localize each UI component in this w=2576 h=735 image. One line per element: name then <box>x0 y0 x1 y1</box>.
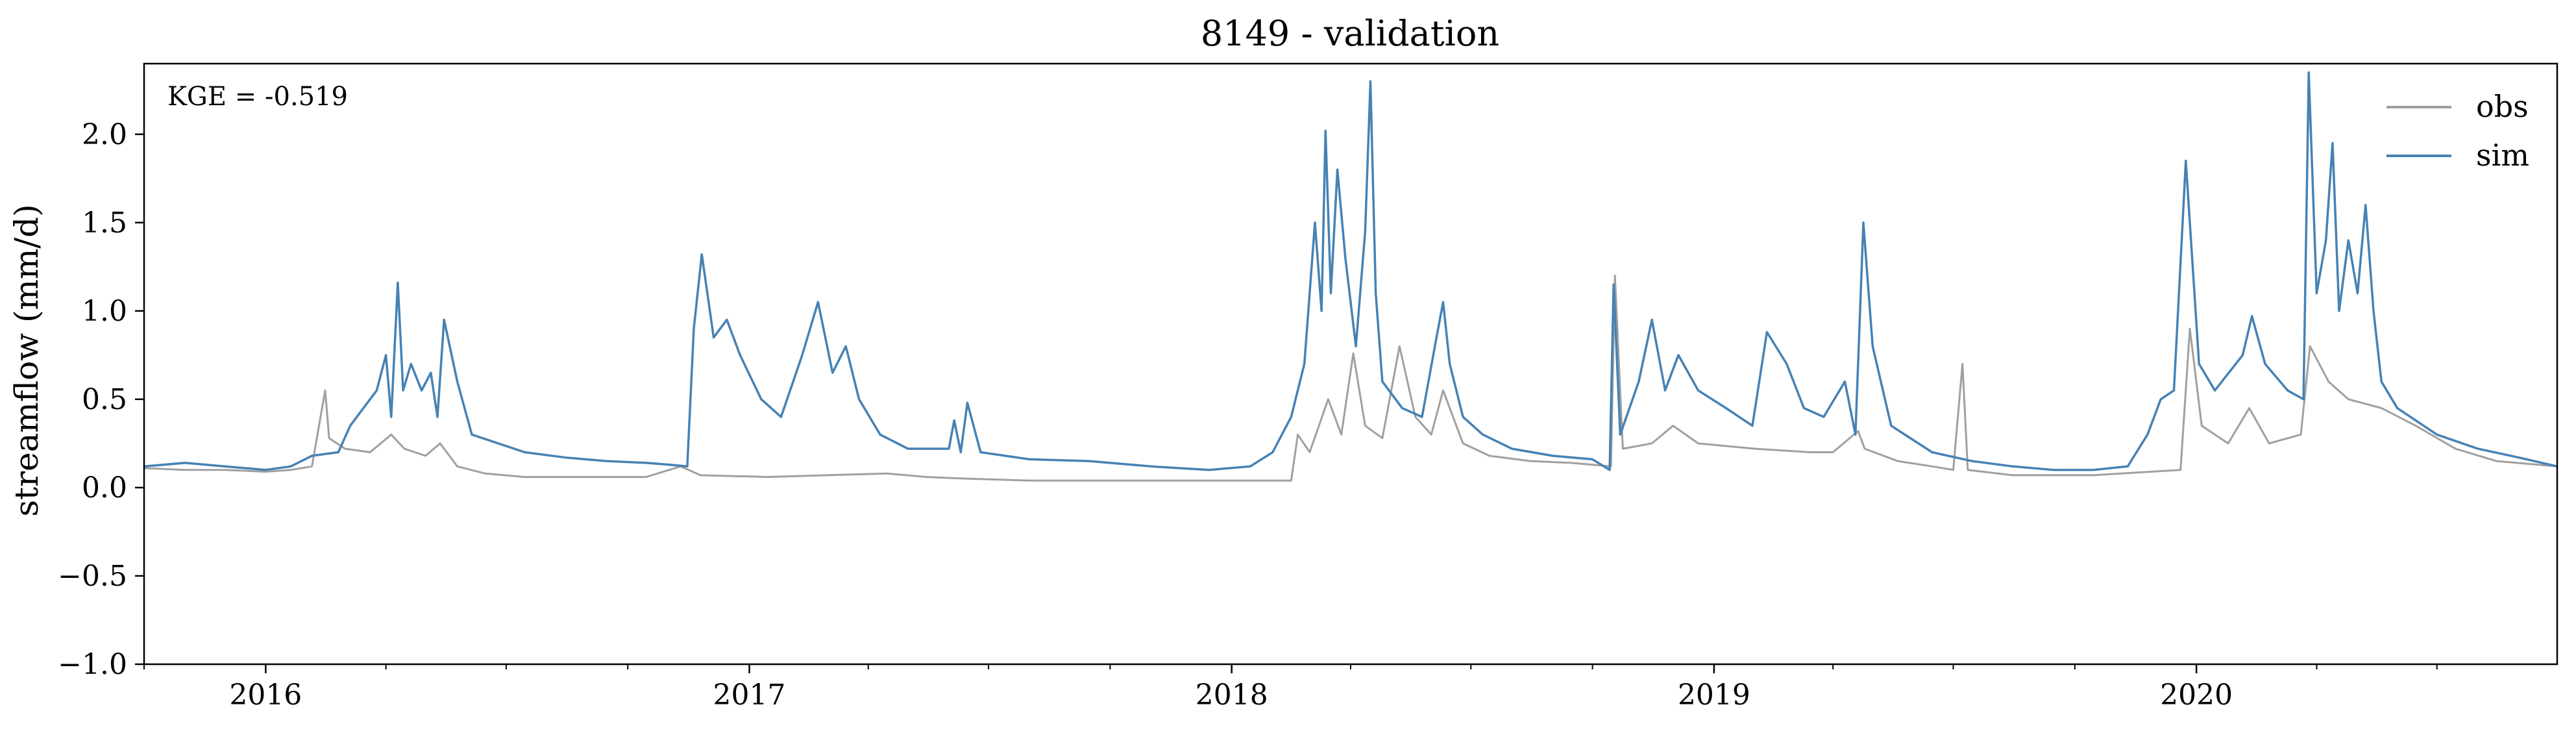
y-tick-label: −1.0 <box>58 648 127 681</box>
y-axis-label: streamflow (mm/d) <box>8 204 45 516</box>
x-tick-label: 2017 <box>713 679 786 712</box>
x-tick-label: 2020 <box>2160 679 2233 712</box>
plot-frame <box>143 62 2558 666</box>
series-line-obs <box>143 275 2558 482</box>
x-tick-label: 2019 <box>1678 679 1750 712</box>
y-axis-ticks: −1.0 −0.5 0.0 0.5 1.0 1.5 2.0 <box>58 118 144 681</box>
kge-annotation: KGE = -0.519 <box>167 82 348 112</box>
legend-label-obs: obs <box>2476 89 2529 124</box>
x-tick-label: 2016 <box>229 679 302 712</box>
y-tick-label: 0.5 <box>82 383 127 416</box>
series-layer <box>143 71 2558 482</box>
y-tick-label: 0.0 <box>82 471 127 505</box>
chart-title: 8149 - validation <box>1201 13 1499 54</box>
y-tick-label: −0.5 <box>58 560 127 593</box>
x-tick-label: 2018 <box>1196 679 1268 712</box>
x-axis-ticks: 2016 2017 2018 2019 2020 <box>143 664 2438 712</box>
series-line-sim <box>143 71 2558 471</box>
y-tick-label: 1.0 <box>82 295 127 328</box>
legend-label-sim: sim <box>2476 138 2529 173</box>
y-tick-label: 2.0 <box>82 118 127 151</box>
legend: obs sim <box>2386 89 2529 173</box>
y-tick-label: 1.5 <box>82 206 127 240</box>
